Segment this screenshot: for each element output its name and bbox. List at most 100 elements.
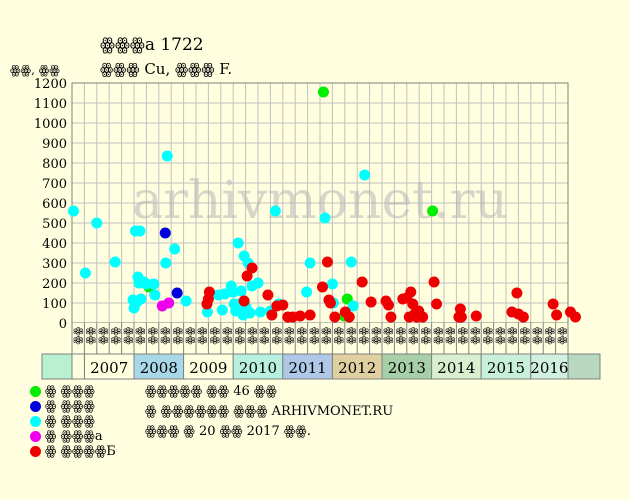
y-tick-label: 500 bbox=[42, 217, 67, 232]
quarter-label: ꙮꙮ bbox=[482, 327, 493, 345]
year-label: 2010 bbox=[239, 359, 277, 377]
x-axis: ꙮꙮ ꙮꙮ ꙮꙮ ꙮꙮ ꙮꙮ ꙮꙮ ꙮꙮ ꙮꙮ ꙮꙮ ꙮꙮ ꙮꙮ ꙮꙮ ꙮꙮ ꙮꙮ ꙮꙮ ꙮꙮ ꙮꙮ ꙮꙮ ꙮꙮ ꙮꙮ… bbox=[41, 323, 601, 380]
data-point bbox=[304, 257, 316, 269]
quarter-label: ꙮꙮ bbox=[544, 327, 555, 345]
legend-item: ꙮ ꙮꙮꙮ bbox=[30, 384, 95, 399]
data-point bbox=[385, 311, 397, 323]
data-point bbox=[148, 278, 160, 290]
data-point bbox=[180, 295, 192, 307]
data-point bbox=[382, 299, 394, 311]
quarter-label: ꙮꙮ bbox=[234, 327, 245, 345]
legend-marker bbox=[30, 416, 41, 427]
quarter-label: ꙮꙮ bbox=[135, 327, 146, 345]
y-tick-label: 200 bbox=[42, 277, 67, 292]
data-point bbox=[343, 311, 355, 323]
data-point bbox=[329, 311, 341, 323]
data-point bbox=[161, 150, 173, 162]
data-point bbox=[134, 225, 146, 237]
data-point bbox=[319, 212, 331, 224]
data-point bbox=[326, 278, 338, 290]
data-point bbox=[79, 267, 91, 279]
year-cell-end bbox=[567, 353, 601, 380]
quarter-label: ꙮꙮ bbox=[172, 327, 183, 345]
year-cell bbox=[480, 353, 532, 380]
data-point bbox=[235, 285, 247, 297]
data-points bbox=[67, 86, 581, 323]
legend-label: ꙮ ꙮꙮꙮа bbox=[45, 429, 103, 444]
data-point bbox=[254, 306, 266, 318]
y-tick-label: 400 bbox=[42, 237, 67, 252]
data-point bbox=[159, 227, 171, 239]
quarter-label: ꙮꙮ bbox=[383, 327, 394, 345]
year-cell bbox=[530, 353, 569, 380]
quarter-label: ꙮꙮ bbox=[296, 327, 307, 345]
quarter-label: ꙮꙮ bbox=[433, 327, 444, 345]
data-point bbox=[203, 286, 215, 298]
data-point bbox=[547, 298, 559, 310]
y-tick-label: 800 bbox=[42, 157, 67, 172]
quarter-label: ꙮꙮ bbox=[247, 327, 258, 345]
quarter-label: ꙮꙮ bbox=[197, 327, 208, 345]
data-point bbox=[454, 303, 466, 315]
quarter-label: ꙮꙮ bbox=[346, 327, 357, 345]
year-cell bbox=[133, 353, 185, 380]
quarter-label: ꙮꙮ bbox=[123, 327, 134, 345]
quarter-label: ꙮꙮ bbox=[210, 327, 221, 345]
data-point bbox=[160, 257, 172, 269]
data-point bbox=[324, 297, 336, 309]
legend-item: ꙮ ꙮꙮꙮꙮБ bbox=[30, 444, 116, 459]
legend-marker bbox=[30, 386, 41, 397]
note-date: ꙮꙮꙮ ꙮ 20 ꙮꙮ 2017 ꙮꙮ. bbox=[145, 424, 311, 439]
data-point bbox=[277, 299, 289, 311]
chart-title: ꙮꙮꙮа 1722 bbox=[100, 35, 204, 55]
quarter-label: ꙮꙮ bbox=[334, 327, 345, 345]
year-cell bbox=[381, 353, 433, 380]
quarter-label: ꙮꙮ bbox=[557, 327, 568, 345]
legend-marker bbox=[30, 446, 41, 457]
year-label: 2012 bbox=[338, 359, 376, 377]
year-label: 2011 bbox=[289, 359, 327, 377]
data-point bbox=[427, 205, 439, 217]
quarter-label: ꙮꙮ bbox=[98, 327, 109, 345]
data-point bbox=[511, 287, 523, 299]
quarter-label: ꙮꙮ bbox=[148, 327, 159, 345]
year-cell-start bbox=[41, 353, 73, 380]
y-tick-label: 100 bbox=[42, 297, 67, 312]
note-source: ꙮ ꙮꙮꙮꙮꙮꙮ ꙮꙮꙮ ARHIVMONET.RU bbox=[145, 404, 394, 419]
data-point bbox=[470, 310, 482, 322]
watermark: arhivmonet.ru bbox=[132, 171, 508, 231]
y-tick-label: 1000 bbox=[34, 117, 67, 132]
data-point bbox=[262, 289, 274, 301]
data-point bbox=[347, 300, 359, 312]
year-label: 2008 bbox=[140, 359, 178, 377]
quarter-label: ꙮꙮ bbox=[520, 327, 531, 345]
data-point bbox=[238, 295, 250, 307]
data-point bbox=[232, 237, 244, 249]
chart-subtitle: ꙮꙮꙮ Cu, ꙮꙮꙮ F. bbox=[100, 60, 232, 78]
quarter-label: ꙮꙮ bbox=[73, 327, 84, 345]
data-point bbox=[365, 296, 377, 308]
data-point bbox=[241, 270, 253, 282]
quarter-label: ꙮꙮ bbox=[259, 327, 270, 345]
quarter-label: ꙮꙮ bbox=[470, 327, 481, 345]
data-point bbox=[67, 205, 79, 217]
data-point bbox=[551, 309, 563, 321]
quarter-label: ꙮꙮ bbox=[222, 327, 233, 345]
legend-label: ꙮ ꙮꙮꙮ bbox=[45, 384, 95, 399]
data-point bbox=[455, 311, 467, 323]
legend-label: ꙮ ꙮꙮꙮ bbox=[45, 414, 95, 429]
data-point bbox=[304, 309, 316, 321]
data-point bbox=[91, 217, 103, 229]
quarter-label: ꙮꙮ bbox=[309, 327, 320, 345]
legend-item: ꙮ ꙮꙮꙮа bbox=[30, 429, 103, 444]
data-point bbox=[569, 311, 581, 323]
note-average: ꙮꙮꙮꙮꙮ ꙮꙮ 46 ꙮꙮ bbox=[145, 384, 277, 399]
year-label: 2009 bbox=[189, 359, 227, 377]
data-point bbox=[135, 293, 147, 305]
data-point bbox=[359, 169, 371, 181]
data-point bbox=[517, 311, 529, 323]
y-tick-label: 300 bbox=[42, 257, 67, 272]
data-point bbox=[316, 281, 328, 293]
quarter-label: ꙮꙮ bbox=[445, 327, 456, 345]
